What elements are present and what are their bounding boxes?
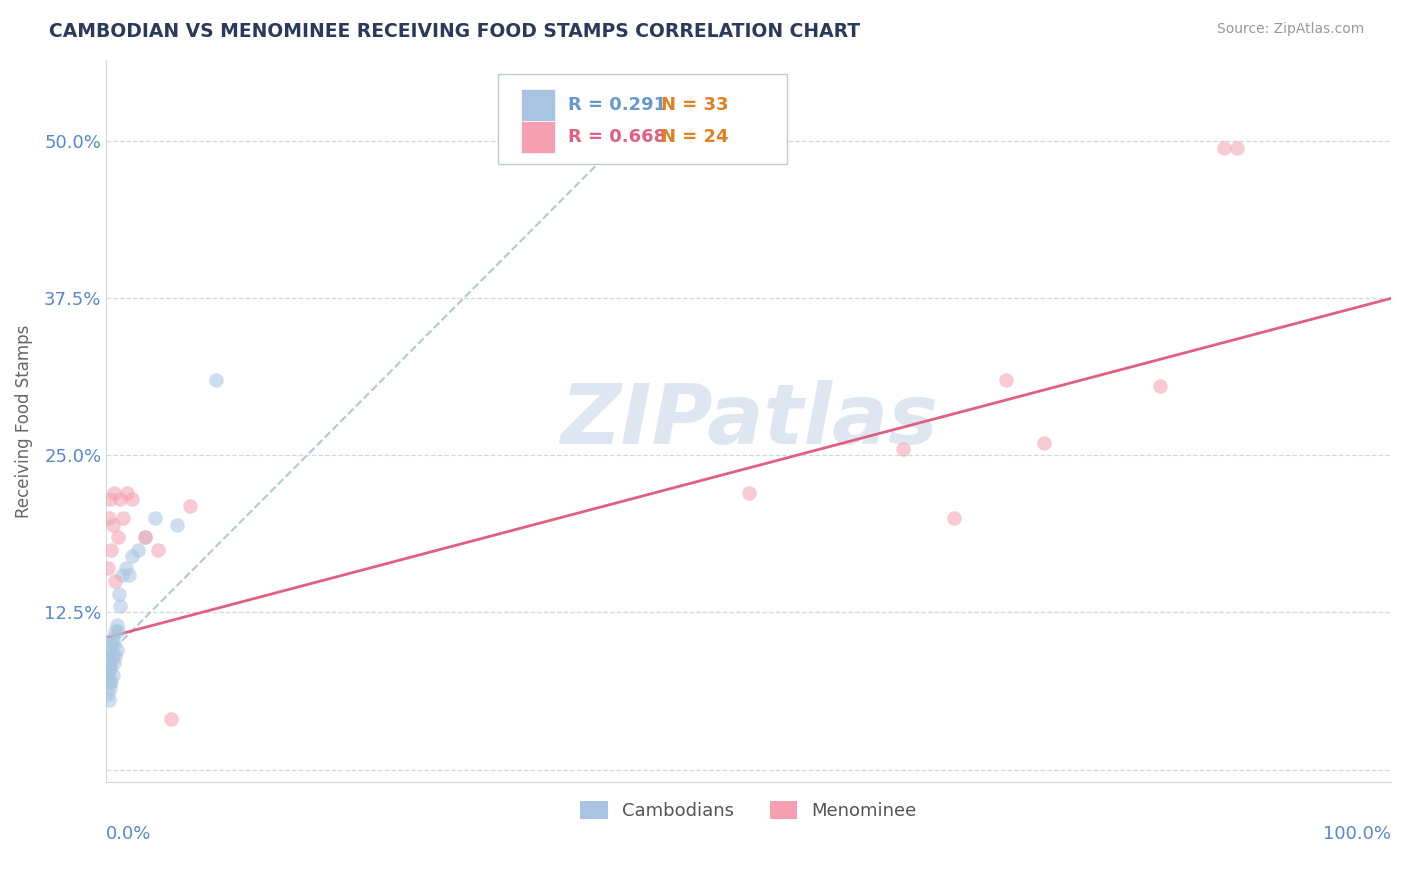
Point	[1226, 140, 1249, 154]
Point	[105, 643, 128, 657]
Point	[103, 656, 125, 670]
Point	[101, 649, 124, 664]
Point	[737, 486, 759, 500]
Point	[111, 567, 134, 582]
Point	[100, 542, 122, 557]
Point	[114, 561, 136, 575]
Point	[101, 517, 124, 532]
Point	[943, 511, 966, 525]
Text: 100.0%: 100.0%	[1323, 825, 1391, 844]
Point	[97, 511, 120, 525]
Y-axis label: Receiving Food Stamps: Receiving Food Stamps	[15, 324, 32, 517]
Point	[891, 442, 914, 457]
Point	[1033, 435, 1056, 450]
Point	[98, 681, 121, 695]
Point	[104, 574, 127, 588]
Point	[121, 492, 143, 507]
Point	[98, 492, 121, 507]
Point	[994, 373, 1017, 387]
Legend: Cambodians, Menominee: Cambodians, Menominee	[574, 794, 924, 827]
Point	[104, 624, 127, 639]
Point	[127, 542, 149, 557]
Text: 0.0%: 0.0%	[107, 825, 152, 844]
Point	[97, 668, 120, 682]
Point	[115, 486, 138, 500]
Point	[112, 511, 135, 525]
Point	[97, 662, 120, 676]
Point	[101, 668, 124, 682]
Point	[100, 656, 122, 670]
Point	[110, 492, 132, 507]
Point	[107, 624, 129, 639]
Point	[110, 599, 132, 614]
FancyBboxPatch shape	[498, 74, 787, 164]
Text: CAMBODIAN VS MENOMINEE RECEIVING FOOD STAMPS CORRELATION CHART: CAMBODIAN VS MENOMINEE RECEIVING FOOD ST…	[49, 22, 860, 41]
Point	[98, 643, 121, 657]
Point	[97, 649, 120, 664]
Point	[100, 637, 122, 651]
Point	[1149, 379, 1171, 393]
Text: Source: ZipAtlas.com: Source: ZipAtlas.com	[1216, 22, 1364, 37]
Point	[97, 693, 120, 707]
Point	[159, 712, 181, 726]
Point	[134, 530, 156, 544]
Point	[166, 517, 188, 532]
Point	[97, 561, 120, 575]
Point	[121, 549, 143, 563]
Point	[98, 662, 121, 676]
Text: R = 0.668: R = 0.668	[568, 128, 666, 146]
Point	[103, 637, 125, 651]
Point	[100, 674, 122, 689]
Text: N = 24: N = 24	[661, 128, 728, 146]
Point	[108, 587, 131, 601]
Point	[107, 530, 129, 544]
Point	[118, 567, 141, 582]
Point	[103, 486, 125, 500]
Point	[143, 511, 166, 525]
Point	[146, 542, 169, 557]
Point	[101, 631, 124, 645]
Point	[105, 618, 128, 632]
Point	[134, 530, 156, 544]
Point	[104, 649, 127, 664]
Point	[179, 499, 201, 513]
FancyBboxPatch shape	[522, 89, 555, 121]
Point	[1213, 140, 1236, 154]
Point	[204, 373, 226, 387]
Point	[97, 687, 120, 701]
Text: R = 0.291: R = 0.291	[568, 96, 665, 114]
Text: N = 33: N = 33	[661, 96, 728, 114]
Point	[98, 674, 121, 689]
Text: ZIPatlas: ZIPatlas	[560, 380, 938, 461]
FancyBboxPatch shape	[522, 121, 555, 153]
